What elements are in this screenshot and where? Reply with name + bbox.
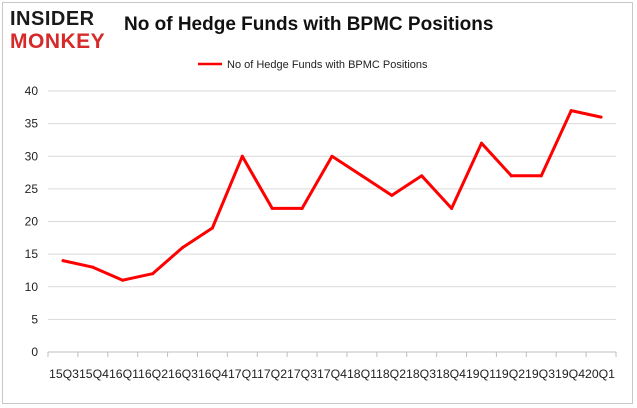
data-point	[121, 278, 125, 282]
series-layer	[61, 109, 603, 282]
data-point	[210, 226, 214, 230]
series-line	[62, 109, 602, 282]
y-tick-label: 35	[25, 117, 39, 131]
data-point	[151, 272, 155, 276]
chart-frame	[2, 2, 633, 404]
data-point	[240, 154, 244, 158]
x-tick-labels: 15Q315Q416Q116Q216Q316Q417Q117Q217Q317Q4…	[49, 367, 615, 381]
y-tick-label: 10	[25, 280, 39, 294]
y-axis-ticks: 0 5 10 15 20 25 30 35 40	[25, 84, 39, 359]
chart-title: No of Hedge Funds with BPMC Positions	[124, 14, 494, 35]
logo-bottom-text: MONKEY	[10, 30, 106, 53]
data-point	[61, 259, 65, 263]
logo-top-text: INSIDER	[10, 8, 95, 30]
data-point	[360, 174, 364, 178]
y-tick-label: 40	[25, 84, 39, 98]
data-point	[509, 174, 513, 178]
y-tick-label: 20	[25, 215, 39, 229]
data-point	[181, 246, 185, 250]
data-point	[270, 206, 274, 210]
data-point	[479, 141, 483, 145]
data-point	[569, 109, 573, 113]
y-tick-label: 15	[25, 247, 39, 261]
data-point	[539, 174, 543, 178]
data-point	[91, 265, 95, 269]
y-tick-label: 0	[31, 345, 38, 359]
data-point	[599, 115, 603, 119]
legend-label: No of Hedge Funds with BPMC Positions	[227, 59, 428, 71]
y-tick-label: 5	[31, 312, 38, 326]
data-point	[450, 206, 454, 210]
data-point	[390, 193, 394, 197]
gridlines	[48, 90, 616, 320]
insider-monkey-logo: INSIDER MONKEY	[10, 9, 114, 53]
y-tick-label: 30	[25, 149, 39, 163]
data-point	[420, 174, 424, 178]
data-point	[330, 154, 334, 158]
y-tick-label: 25	[25, 182, 39, 196]
x-axis: 15Q315Q416Q116Q216Q316Q417Q117Q217Q317Q4…	[47, 351, 617, 381]
data-point	[300, 206, 304, 210]
legend: No of Hedge Funds with BPMC Positions	[198, 59, 428, 71]
